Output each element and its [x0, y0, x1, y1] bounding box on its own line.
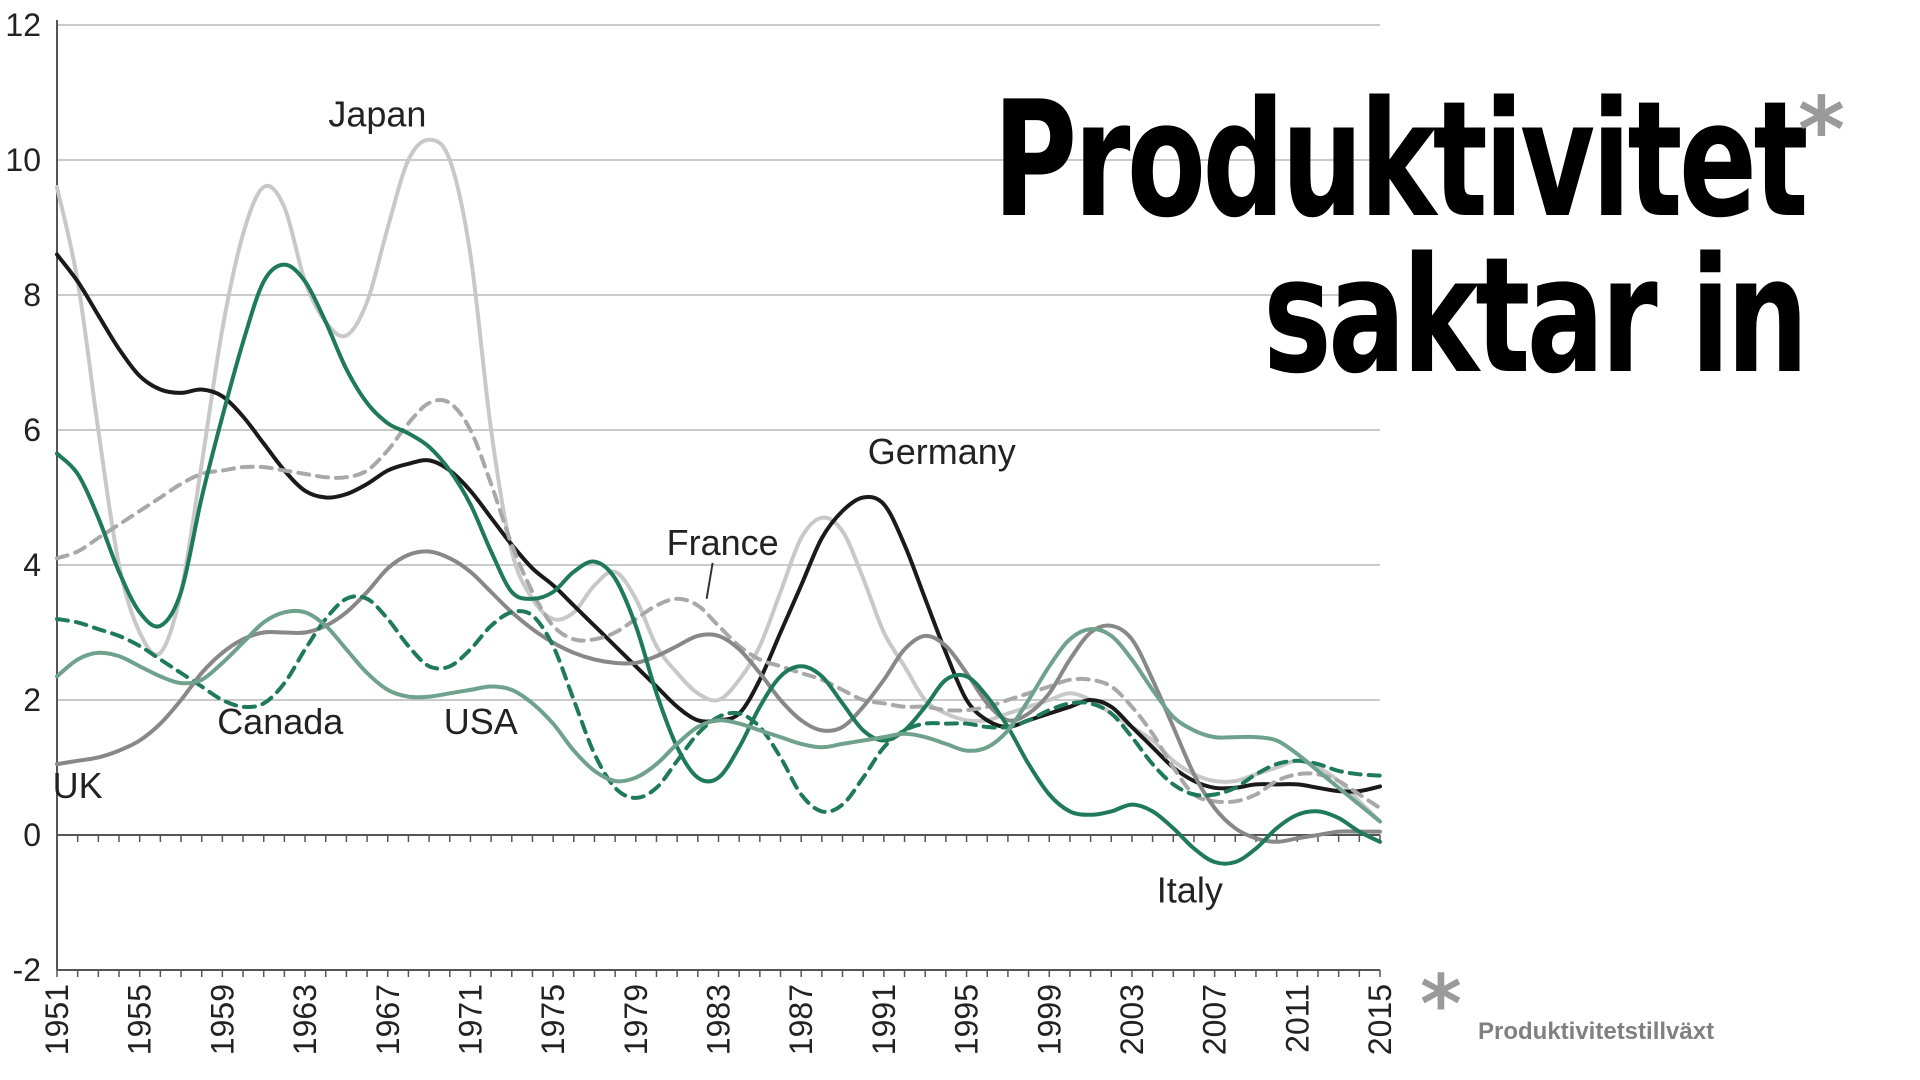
series-line-canada [55, 594, 1382, 814]
series-label-usa: USA [444, 701, 518, 742]
series-annotations: Japan Germany France Canada USA UK Italy [53, 93, 1223, 910]
series-label-italy: Italy [1157, 870, 1223, 911]
footnote-asterisk: * [1420, 958, 1462, 1051]
series-line-italy [55, 262, 1382, 866]
y-tick-label: -2 [13, 952, 41, 988]
series-lines [55, 137, 1382, 866]
series-label-canada: Canada [217, 701, 344, 742]
y-tick-label: 8 [23, 277, 41, 313]
x-tick-label: 1971 [452, 984, 488, 1055]
series-line-france [55, 398, 1382, 810]
x-tick-label: 1995 [949, 984, 985, 1055]
y-tick-label: 6 [23, 412, 41, 448]
y-tick-label: 2 [23, 682, 41, 718]
series-label-france: France [667, 522, 779, 563]
x-tick-label: 2015 [1362, 984, 1398, 1055]
series-line-usa [55, 608, 1382, 824]
x-tick-label: 1983 [701, 984, 737, 1055]
x-tick-label: 2003 [1114, 984, 1150, 1055]
x-tick-label: 1963 [287, 984, 323, 1055]
headline-asterisk: * [1797, 78, 1845, 183]
headline-line-2: saktar in [1263, 222, 1808, 409]
series-line-uk [55, 549, 1382, 844]
axes: -2 0 2 4 6 8 10 12 1951 1955 1959 1963 1967 1971 1975 1… [5, 7, 1398, 1055]
footnote-text: Produktivitetstillväxt [1478, 1018, 1715, 1045]
x-tick-label: 1987 [783, 984, 819, 1055]
x-tick-label: 1967 [370, 984, 406, 1055]
x-tick-label: 1959 [204, 984, 240, 1055]
productivity-line-chart: -2 0 2 4 6 8 10 12 1951 1955 1959 1963 1967 1971 1975 1… [5, 7, 1398, 1055]
headline-line-1: Produktivitet [992, 66, 1809, 253]
y-tick-label: 10 [5, 142, 41, 178]
x-tick-label: 1979 [618, 984, 654, 1055]
x-tick-label: 1999 [1031, 984, 1067, 1055]
x-tick-label: 1951 [39, 984, 75, 1055]
y-tick-label: 0 [23, 817, 41, 853]
series-label-japan: Japan [328, 93, 426, 134]
y-tick-label: 4 [23, 547, 41, 583]
headline: Produktivitet saktar in [677, 66, 1809, 409]
x-tick-label: 1955 [122, 984, 158, 1055]
series-label-germany: Germany [868, 431, 1016, 472]
x-tick-label: 2007 [1197, 984, 1233, 1055]
x-tick-label: 2011 [1279, 984, 1315, 1053]
series-label-uk: UK [53, 765, 103, 806]
france-leader-line [705, 562, 714, 599]
series-line-japan [55, 137, 1382, 824]
y-tick-label: 12 [5, 7, 41, 43]
x-tick-label: 1975 [535, 984, 571, 1055]
x-tick-label: 1991 [866, 984, 902, 1055]
